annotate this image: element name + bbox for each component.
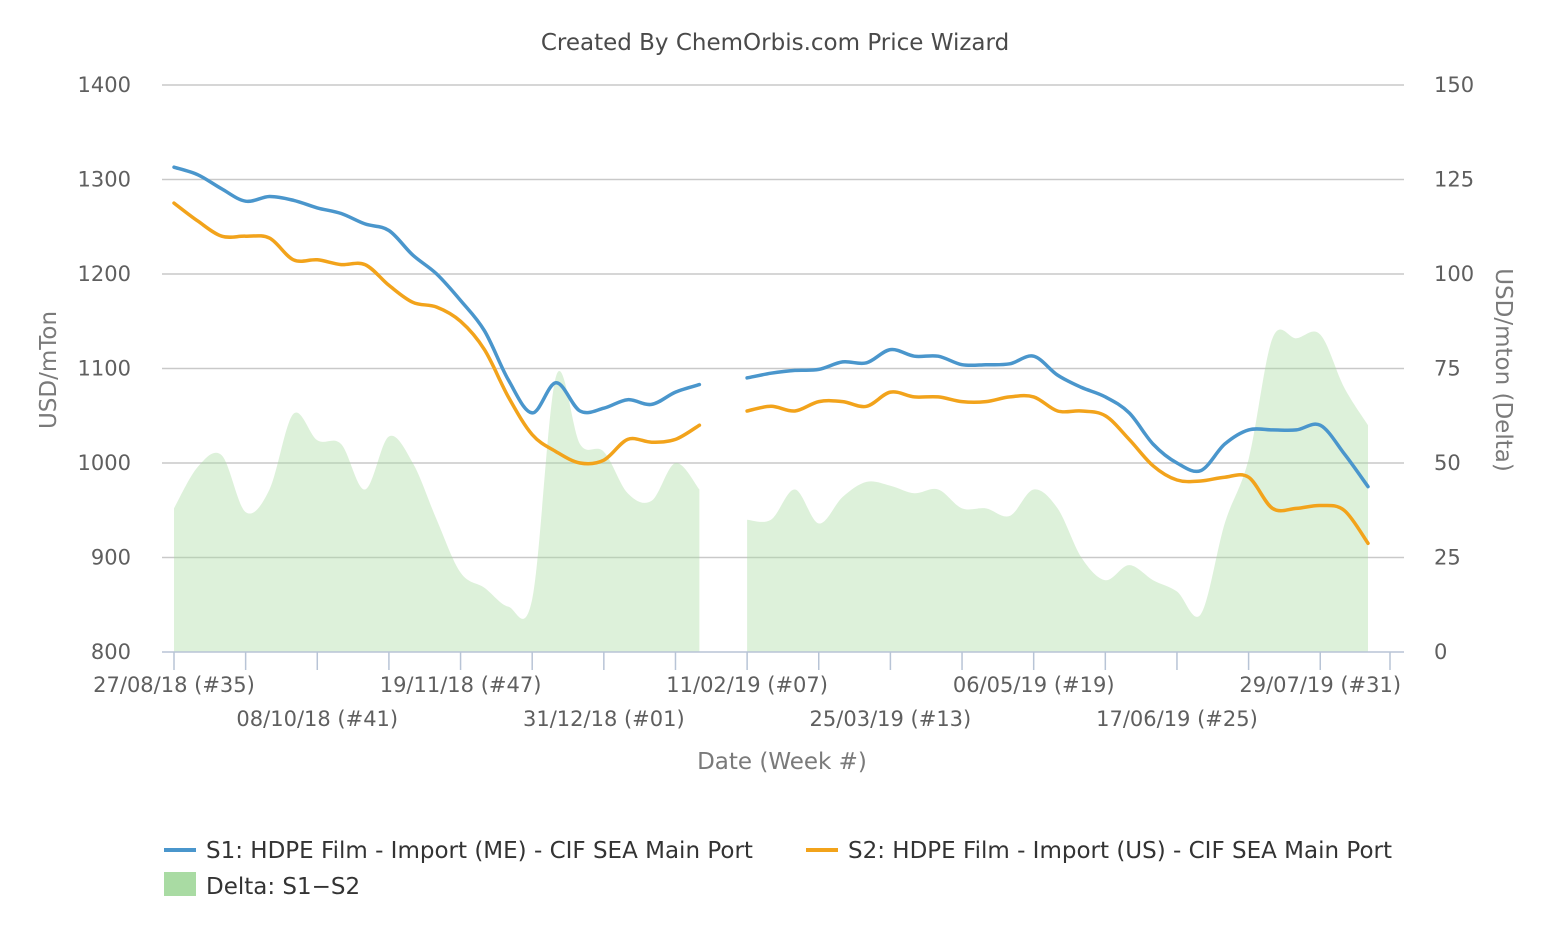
- legend-item-delta[interactable]: Delta: S1−S2: [164, 872, 360, 900]
- series-line-s1: [172, 165, 702, 415]
- axes-layer: 800 900 1000 1100 1200 1300 1400 0 25 50 75 100 125 1…: [78, 73, 1475, 731]
- x-tick-label: 06/05/19 (#19): [953, 673, 1115, 697]
- x-tick-label: 17/06/19 (#25): [1096, 707, 1258, 731]
- series-line-s2: [745, 390, 1370, 546]
- y2-tick-label: 0: [1434, 640, 1447, 664]
- legend: S1: HDPE Film - Import (ME) - CIF SEA Ma…: [164, 838, 1392, 900]
- y-tick-label: 1100: [78, 357, 131, 381]
- legend-label-s1: S1: HDPE Film - Import (ME) - CIF SEA Ma…: [206, 838, 753, 864]
- x-tick-label: 19/11/18 (#47): [380, 673, 542, 697]
- x-tick-label: 08/10/18 (#41): [236, 707, 398, 731]
- y2-tick-label: 75: [1434, 357, 1461, 381]
- y2-tick-label: 150: [1434, 73, 1474, 97]
- y-tick-label: 800: [91, 640, 131, 664]
- y2-tick-label: 25: [1434, 546, 1461, 570]
- y-tick-label: 900: [91, 546, 131, 570]
- delta-area: [174, 371, 700, 652]
- x-tick-label: 29/07/19 (#31): [1239, 673, 1401, 697]
- series-line-s2: [172, 201, 702, 466]
- series-line-s1: [745, 347, 1370, 489]
- legend-label-delta: Delta: S1−S2: [206, 874, 360, 900]
- y-axis-title: USD/mTon: [36, 311, 62, 429]
- legend-swatch-delta: [164, 872, 196, 896]
- delta-area: [747, 329, 1368, 652]
- y2-tick-label: 100: [1434, 262, 1474, 286]
- x-axis-title: Date (Week #): [697, 749, 867, 775]
- y-tick-label: 1300: [78, 168, 131, 192]
- series-lines-layer: [172, 165, 1370, 546]
- y2-tick-label: 50: [1434, 451, 1461, 475]
- x-tick-label: 11/02/19 (#07): [666, 673, 828, 697]
- chart-title: Created By ChemOrbis.com Price Wizard: [541, 30, 1009, 56]
- y2-tick-label: 125: [1434, 168, 1474, 192]
- y2-axis-title: USD/mton (Delta): [1490, 268, 1516, 472]
- delta-area-layer: [174, 329, 1368, 652]
- y-tick-label: 1000: [78, 451, 131, 475]
- x-tick-label: 25/03/19 (#13): [810, 707, 972, 731]
- y-tick-label: 1200: [78, 262, 131, 286]
- y-tick-label: 1400: [78, 73, 131, 97]
- legend-label-s2: S2: HDPE Film - Import (US) - CIF SEA Ma…: [848, 838, 1392, 864]
- x-tick-label: 27/08/18 (#35): [93, 673, 255, 697]
- legend-item-s1[interactable]: S1: HDPE Film - Import (ME) - CIF SEA Ma…: [164, 838, 753, 864]
- x-tick-label: 31/12/18 (#01): [523, 707, 685, 731]
- grid-lines: [162, 84, 1404, 559]
- legend-item-s2[interactable]: S2: HDPE Film - Import (US) - CIF SEA Ma…: [806, 838, 1392, 864]
